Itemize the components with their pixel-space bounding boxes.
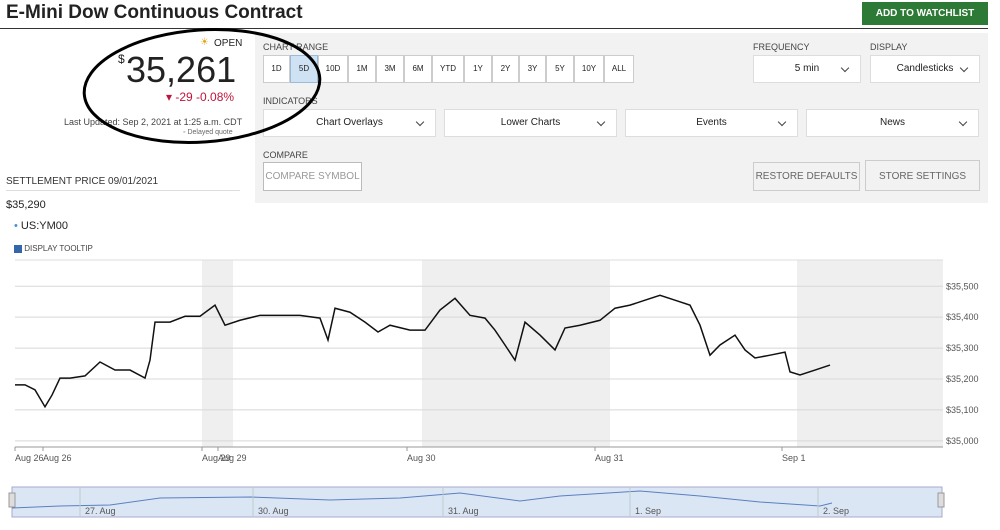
session-band <box>797 260 943 447</box>
indicator-select[interactable]: Chart Overlays <box>263 109 436 137</box>
range-button[interactable]: 2Y <box>492 55 519 83</box>
x-tick-label: Aug 31 <box>595 453 624 463</box>
watchlist-button[interactable]: ADD TO WATCHLIST <box>862 2 988 25</box>
y-tick-label: $35,200 <box>946 374 979 384</box>
range-button[interactable]: 1D <box>263 55 290 83</box>
navigator-handle[interactable] <box>937 492 945 508</box>
delayed-text: Delayed quote <box>187 129 233 136</box>
indicator-select[interactable]: News <box>806 109 979 137</box>
frequency-select[interactable]: 5 min <box>753 55 861 83</box>
store-button[interactable]: STORE SETTINGS <box>865 160 980 191</box>
range-button[interactable]: 3M <box>376 55 404 83</box>
x-tick-label: Sep 1 <box>782 453 806 463</box>
indicator-select[interactable]: Events <box>625 109 798 137</box>
session-band <box>202 260 233 447</box>
store-label: STORE SETTINGS <box>878 171 967 182</box>
display-select[interactable]: Candlesticks <box>870 55 980 83</box>
section-label: INDICATORS <box>263 96 318 106</box>
change-percent: -0.08% <box>196 90 235 104</box>
range-button[interactable]: ALL <box>604 55 634 83</box>
indicator-label: Chart Overlays <box>316 117 383 128</box>
last-updated: Last Updated: Sep 2, 2021 at 1:25 a.m. C… <box>64 117 243 127</box>
navigator-label: 2. Sep <box>823 506 849 516</box>
market-status: OPEN <box>214 38 243 49</box>
range-button[interactable]: 3Y <box>519 55 546 83</box>
section-label: CHART RANGE <box>263 42 329 52</box>
navigator-label: 30. Aug <box>258 506 289 516</box>
indicator-label: News <box>879 117 905 128</box>
range-button[interactable]: 1M <box>348 55 376 83</box>
range-button[interactable]: YTD <box>432 55 464 83</box>
restore-button[interactable]: RESTORE DEFAULTS <box>753 162 860 191</box>
divider <box>0 28 988 29</box>
x-tick-label: Aug 26 <box>15 453 44 463</box>
tooltip-toggle[interactable]: DISPLAY TOOLTIP <box>14 244 93 253</box>
range-button[interactable]: 10Y <box>574 55 604 83</box>
change-value: -29 <box>175 90 193 104</box>
navigator-handle[interactable] <box>8 492 16 508</box>
x-tick-label: Aug 30 <box>407 453 436 463</box>
legend-label: US:YM00 <box>20 220 68 232</box>
tooltip-label: DISPLAY TOOLTIP <box>24 244 93 253</box>
x-tick-label: Aug 29 <box>202 453 231 463</box>
navigator-line <box>11 490 833 509</box>
page-title: E-Mini Dow Continuous Contract <box>6 2 303 23</box>
compare-input[interactable]: COMPARE SYMBOL <box>263 162 362 191</box>
y-tick-label: $35,100 <box>946 405 979 415</box>
y-tick-label: $35,000 <box>946 436 979 446</box>
divider <box>6 190 240 191</box>
indicator-select[interactable]: Lower Charts <box>444 109 617 137</box>
display-value: Candlesticks <box>896 63 954 74</box>
currency: $ <box>118 52 125 66</box>
section-label: COMPARE <box>263 150 308 160</box>
indicator-label: Events <box>696 117 727 128</box>
settlement-label: SETTLEMENT PRICE 09/01/2021 <box>6 176 159 187</box>
range-button[interactable]: 10D <box>318 55 348 83</box>
x-tick-label: Aug 26 <box>43 453 72 463</box>
navigator-label: 31. Aug <box>448 506 479 516</box>
range-button[interactable]: 5Y <box>546 55 574 83</box>
y-tick-label: $35,300 <box>946 343 979 353</box>
range-button[interactable]: 1Y <box>464 55 492 83</box>
settlement-value: $35,290 <box>6 199 46 211</box>
indicator-label: Lower Charts <box>500 117 561 128</box>
y-tick-label: $35,400 <box>946 312 979 322</box>
price: 35,261 <box>126 49 237 90</box>
y-tick-label: $35,500 <box>946 281 979 291</box>
price-line <box>15 294 831 409</box>
frequency-value: 5 min <box>794 63 820 74</box>
navigator-label: 1. Sep <box>635 506 661 516</box>
section-label: DISPLAY <box>870 42 908 52</box>
settings-panel: CHART RANGE 1D 5D 10D 1M 3M 6M YTD 1Y 2Y 3Y 5Y 10Y A… <box>255 33 988 203</box>
sun-icon: ☀ <box>200 37 209 48</box>
legend-item[interactable]: • US:YM00 <box>14 220 68 232</box>
navigator-label: 27. Aug <box>85 506 116 516</box>
x-tick-label: Aug 29 <box>218 453 247 463</box>
change: ▾ -29 -0.08% <box>166 90 235 104</box>
range-button[interactable]: 6M <box>404 55 432 83</box>
range-button[interactable]: 5D <box>290 55 318 83</box>
delayed-note: ◦ Delayed quote <box>183 129 233 136</box>
section-label: FREQUENCY <box>753 42 810 52</box>
